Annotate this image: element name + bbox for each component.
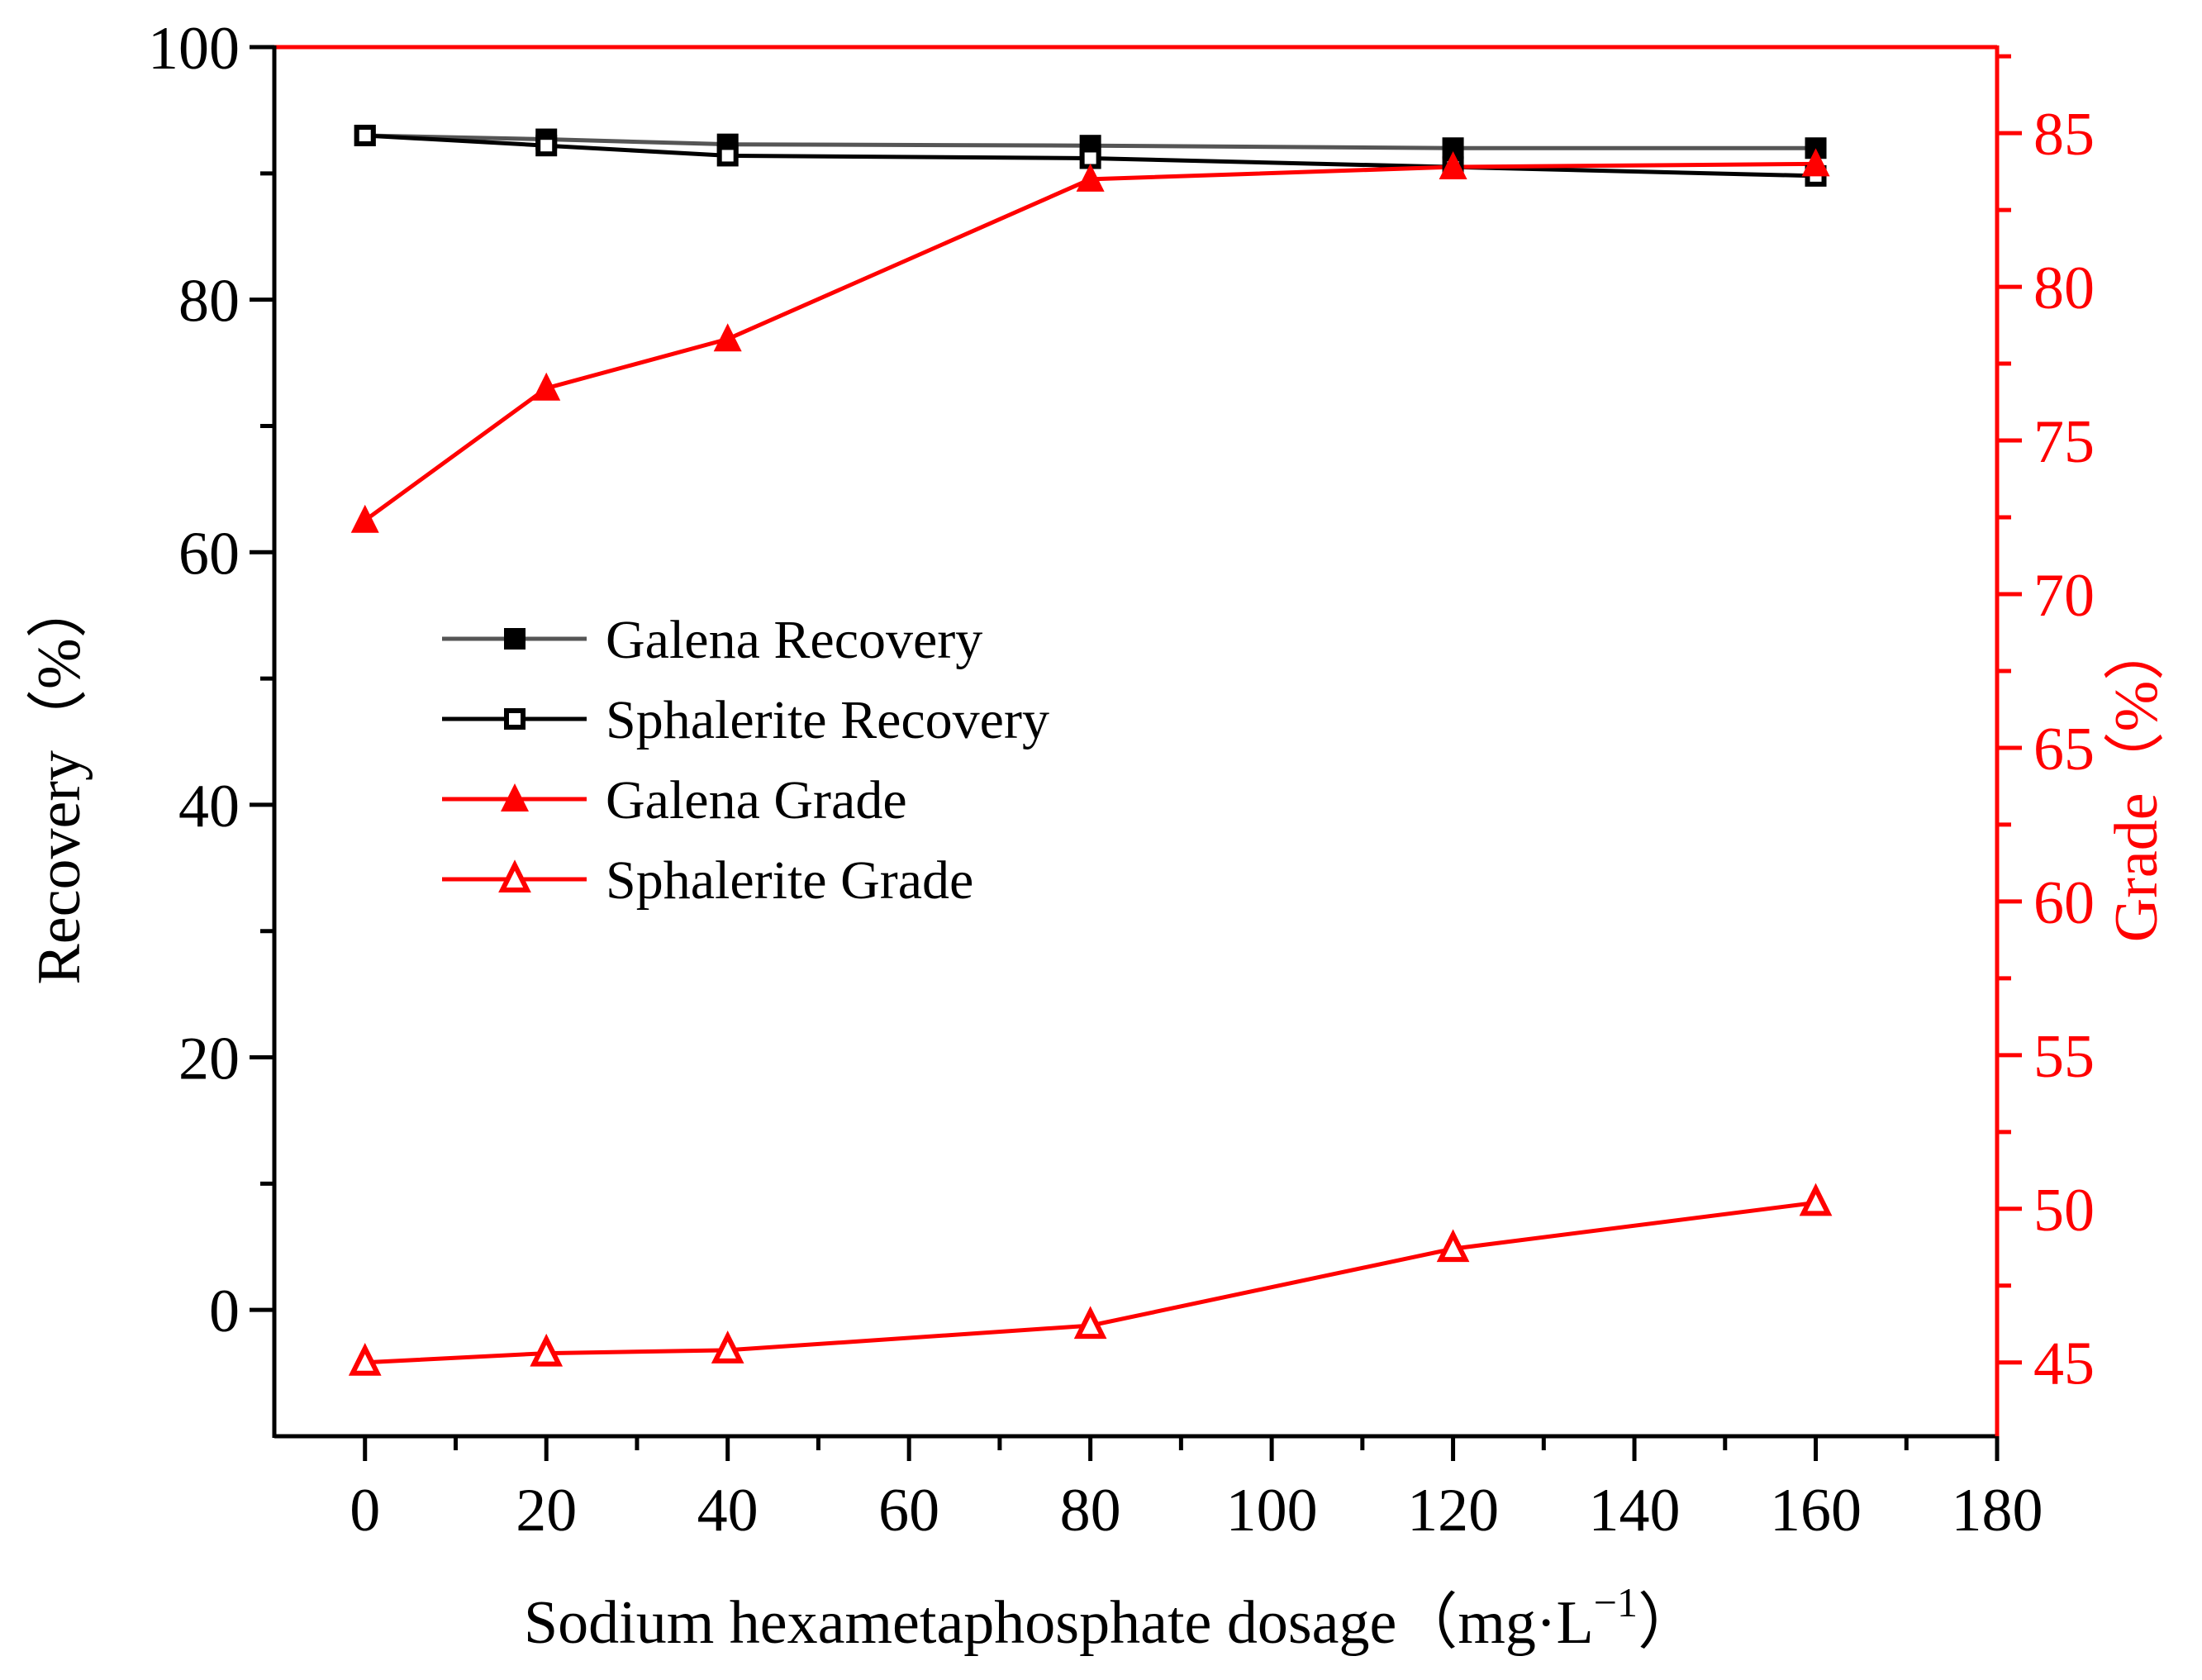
series-3-point-4 (1436, 1229, 1470, 1263)
legend: Galena Recovery Sphalerite Recovery Galena… (442, 610, 1049, 911)
series-line-1 (364, 133, 1816, 178)
series-2-point-4 (1439, 151, 1467, 180)
x-tick-label-3: 60 (878, 1477, 939, 1544)
y-right-tick-label-3: 60 (2033, 869, 2095, 937)
series-line-0 (364, 133, 1816, 150)
x-axis-title-superscript: −1 (1594, 1579, 1638, 1625)
y-right-tick-label-6: 75 (2033, 408, 2095, 476)
y-left-tick-label-3: 60 (178, 520, 240, 588)
y-left-tick-label-2: 40 (178, 773, 240, 840)
x-tick-label-9: 180 (1952, 1477, 2043, 1544)
series-3-point-3 (1073, 1306, 1107, 1340)
y-right-tick-label-4: 65 (2033, 716, 2095, 783)
x-axis-title-close: ） (1638, 1589, 1699, 1657)
y-left-tick-label-0: 0 (209, 1278, 240, 1345)
x-tick-label-1: 20 (516, 1477, 577, 1544)
y-right-tick-label-0: 45 (2033, 1330, 2095, 1398)
series-1-point-1 (535, 135, 558, 157)
series-markers (348, 124, 1833, 1376)
legend-label-2: Galena Grade (606, 770, 907, 830)
y-right-tick-label-5: 70 (2033, 562, 2095, 630)
series-3-point-1 (530, 1333, 564, 1367)
x-tick-label-7: 140 (1589, 1477, 1681, 1544)
x-tick-label-5: 100 (1226, 1477, 1318, 1544)
series-2-point-2 (713, 323, 742, 352)
axes (272, 45, 2000, 1439)
legend-marker-1 (504, 708, 526, 730)
y-right-tick-label-2: 55 (2033, 1023, 2095, 1091)
x-tick-label-0: 0 (350, 1477, 380, 1544)
series-3-point-0 (348, 1343, 382, 1376)
y-left-tick-label-1: 20 (178, 1026, 240, 1093)
y-right-tick-label-7: 80 (2033, 255, 2095, 322)
series-lines (364, 133, 1816, 1365)
y-right-tick-label-8: 85 (2033, 101, 2095, 169)
series-2-point-0 (350, 504, 379, 533)
axis-ticks: 0 20 40 60 80 100 120 140 160 180 0 20 40 60 80 100 45 50… (148, 15, 2095, 1544)
y-left-tick-label-5: 100 (148, 15, 240, 83)
x-tick-label-6: 120 (1407, 1477, 1499, 1544)
x-axis-title-main: Sodium hexametaphosphate dosage（mg·L (524, 1589, 1594, 1657)
legend-marker-0 (504, 628, 526, 650)
legend-label-0: Galena Recovery (606, 610, 982, 670)
legend-marker-3 (498, 859, 531, 892)
y-axis-right-title: Grade（%） (2103, 620, 2171, 942)
series-3-point-2 (711, 1330, 744, 1364)
series-2-point-3 (1076, 163, 1105, 192)
series-1-point-2 (716, 145, 739, 167)
legend-label-3: Sphalerite Grade (606, 850, 973, 911)
x-axis-title: Sodium hexametaphosphate dosage（mg·L−1） (524, 1579, 1699, 1657)
y-axis-left-title: Recovery（%） (26, 577, 93, 984)
legend-marker-2 (501, 783, 529, 811)
series-line-3 (364, 1200, 1816, 1365)
series-line-2 (364, 161, 1816, 522)
y-left-tick-label-4: 80 (178, 268, 240, 336)
x-tick-label-2: 40 (697, 1477, 759, 1544)
x-tick-label-4: 80 (1060, 1477, 1121, 1544)
series-2-point-5 (1801, 148, 1830, 177)
legend-label-1: Sphalerite Recovery (606, 690, 1049, 750)
x-tick-label-8: 160 (1770, 1477, 1862, 1544)
series-1-point-0 (354, 124, 376, 146)
series-3-point-5 (1799, 1183, 1833, 1216)
y-right-tick-label-1: 50 (2033, 1177, 2095, 1245)
series-2-point-1 (532, 372, 561, 401)
